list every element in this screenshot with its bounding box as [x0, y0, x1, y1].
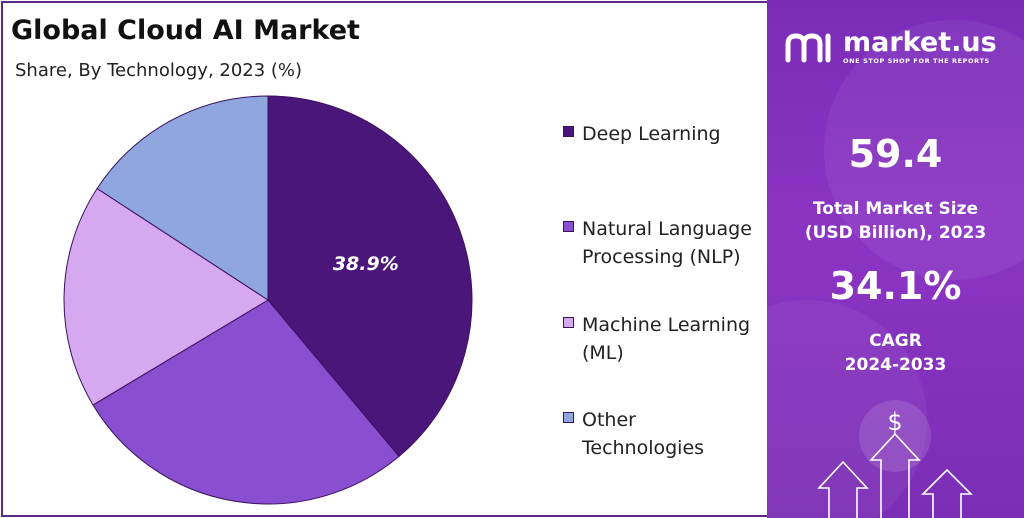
arrow-up-icon	[869, 432, 921, 518]
dollar-growth-arrows-icon: $	[817, 400, 973, 518]
chart-subtitle: Share, By Technology, 2023 (%)	[15, 60, 303, 81]
pie-slice-deep-learning	[267, 95, 473, 458]
market-us-logo-icon	[785, 33, 831, 63]
legend-swatch	[563, 412, 574, 423]
growth-arrows	[817, 432, 973, 518]
background-decoration	[824, 20, 1024, 280]
arrow-up-icon	[817, 460, 869, 518]
data-label: 38.9%	[333, 253, 399, 275]
market-size-label: Total Market Size (USD Billion), 2023	[804, 199, 987, 243]
legend-label: Natural Language Processing (NLP)	[582, 218, 752, 268]
pie-chart: 38.9%	[63, 95, 473, 505]
pie-slice-other-technologies	[96, 95, 269, 301]
brand-logo: market.us ONE STOP SHOP FOR THE REPORTS	[785, 27, 1015, 70]
pie-slice-natural-language-processing-nlp	[92, 299, 400, 505]
legend-swatch	[563, 126, 574, 137]
brand-tagline: ONE STOP SHOP FOR THE REPORTS	[843, 57, 990, 65]
dollar-icon: $	[887, 408, 902, 436]
chart-title: Global Cloud AI Market	[11, 15, 360, 46]
legend-swatch	[563, 317, 574, 328]
legend-label: Other Technologies	[582, 409, 705, 459]
pie-slice-machine-learning-ml	[63, 187, 269, 406]
legend-label: Deep Learning	[582, 123, 721, 145]
cagr-value: 34.1%	[829, 264, 962, 308]
arrow-up-icon	[921, 468, 973, 518]
legend-swatch	[563, 221, 574, 232]
stats-panel: market.us ONE STOP SHOP FOR THE REPORTS …	[767, 0, 1024, 518]
brand-name: market.us	[843, 27, 997, 58]
cagr-label: CAGR 2024-2033	[844, 331, 947, 375]
legend-label: Machine Learning (ML)	[582, 314, 751, 364]
market-size-value: 59.4	[848, 132, 943, 176]
